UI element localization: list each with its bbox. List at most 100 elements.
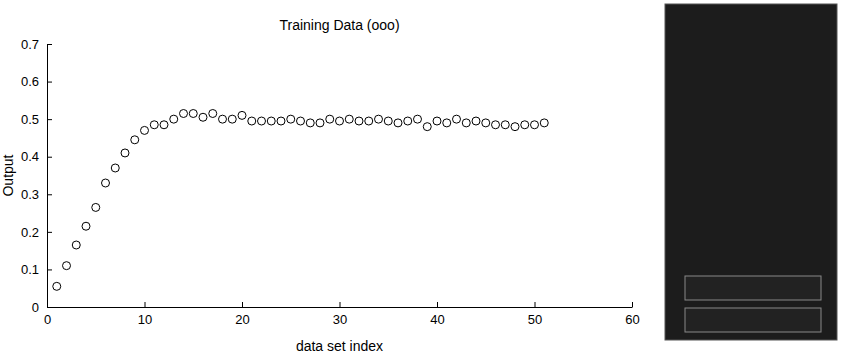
point: [258, 117, 266, 125]
y-tick-mark: [47, 157, 52, 158]
x-tick-label: 30: [333, 312, 347, 327]
point: [267, 117, 275, 125]
point: [180, 110, 188, 118]
panel-background: [665, 4, 837, 340]
point: [248, 117, 256, 125]
point: [189, 110, 197, 118]
point: [501, 121, 509, 129]
x-tick: 10: [138, 302, 152, 327]
point: [511, 123, 519, 131]
point: [102, 179, 110, 187]
y-tick: 0.1: [21, 262, 52, 277]
x-tick-mark: [632, 302, 633, 307]
y-axis-line: [47, 45, 48, 308]
plot: 0 10 20 30 40 50 60 0 0.1 0.2 0.3 0.4 0.5 0.6 0.7: [21, 37, 640, 328]
x-tick: 40: [430, 302, 444, 327]
x-axis: 0 10 20 30 40 50 60: [44, 302, 640, 327]
chart: 0 10 20 30 40 50 60 0 0.1 0.2 0.3 0.4 0.5 0.6 0.7 Train…: [0, 0, 864, 361]
point: [316, 119, 324, 127]
point: [287, 115, 295, 123]
y-tick-mark: [47, 82, 52, 83]
panel-button[interactable]: [685, 276, 821, 300]
x-tick-mark: [535, 302, 536, 307]
x-tick: 60: [625, 302, 639, 327]
x-tick-mark: [242, 302, 243, 307]
point: [63, 262, 71, 270]
point: [521, 121, 529, 129]
x-tick-label: 50: [528, 312, 542, 327]
point: [462, 119, 470, 127]
y-tick: 0.6: [21, 74, 52, 89]
y-tick-label: 0.2: [21, 225, 39, 240]
y-tick: 0.7: [21, 37, 52, 52]
point: [228, 115, 236, 123]
point: [443, 119, 451, 127]
side-panel: [665, 4, 837, 340]
y-tick-label: 0.7: [21, 37, 39, 52]
x-axis-title: data set index: [296, 338, 383, 354]
point: [53, 282, 61, 290]
point: [423, 123, 431, 131]
point: [141, 126, 149, 134]
point: [199, 113, 207, 121]
point: [365, 117, 373, 125]
point: [375, 115, 383, 123]
y-tick-mark: [47, 307, 52, 308]
point: [453, 115, 461, 123]
y-tick: 0.2: [21, 225, 52, 240]
y-tick: 0: [32, 300, 52, 315]
y-tick-label: 0.1: [21, 262, 39, 277]
title: Training Data (ooo): [279, 17, 399, 33]
point: [219, 115, 227, 123]
point: [531, 121, 539, 129]
point: [384, 117, 392, 125]
point: [472, 117, 480, 125]
point: [297, 117, 305, 125]
panel-button[interactable]: [685, 308, 821, 332]
point: [277, 117, 285, 125]
point: [414, 115, 422, 123]
y-tick-mark: [47, 232, 52, 233]
x-tick-label: 0: [44, 312, 51, 327]
point: [238, 111, 246, 119]
x-tick-label: 20: [235, 312, 249, 327]
point: [150, 121, 158, 129]
x-tick-label: 60: [625, 312, 639, 327]
point: [121, 149, 129, 157]
point: [82, 222, 90, 230]
point: [355, 117, 363, 125]
y-tick: 0.5: [21, 112, 52, 127]
point: [306, 119, 314, 127]
point: [433, 117, 441, 125]
point: [492, 121, 500, 129]
y-tick-mark: [47, 44, 52, 45]
point: [131, 136, 139, 144]
point: [326, 115, 334, 123]
point: [160, 121, 168, 129]
y-tick-mark: [47, 269, 52, 270]
y-tick-mark: [47, 194, 52, 195]
x-tick-mark: [340, 302, 341, 307]
x-axis-line: [48, 307, 633, 308]
point: [482, 119, 490, 127]
x-tick: 20: [235, 302, 249, 327]
x-tick-mark: [145, 302, 146, 307]
y-axis-title: Output: [0, 154, 16, 196]
point: [540, 119, 548, 127]
point: [92, 203, 100, 211]
y-tick-label: 0: [32, 300, 39, 315]
y-tick-mark: [47, 119, 52, 120]
x-tick-mark: [437, 302, 438, 307]
x-tick-label: 10: [138, 312, 152, 327]
marks: [53, 110, 549, 291]
point: [404, 117, 412, 125]
point: [111, 164, 119, 172]
x-tick: 50: [528, 302, 542, 327]
y-axis: 0 0.1 0.2 0.3 0.4 0.5 0.6 0.7: [21, 37, 52, 315]
point: [336, 117, 344, 125]
y-tick: 0.3: [21, 187, 52, 202]
y-tick-label: 0.5: [21, 112, 39, 127]
x-tick: 30: [333, 302, 347, 327]
x-tick-label: 40: [430, 312, 444, 327]
y-tick-label: 0.4: [21, 149, 39, 164]
